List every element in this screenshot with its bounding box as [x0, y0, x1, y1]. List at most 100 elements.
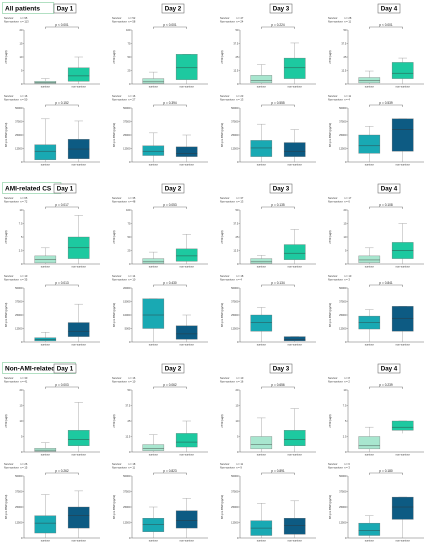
s3-d2-bnp-y-tick-label: 50000	[123, 474, 131, 478]
s2-d1-bnp-p-value: p = 0.013	[55, 281, 69, 285]
s3-d3-bnp-box-non-survivor	[283, 518, 306, 535]
s3-d4-ctni-y-tick-label: 10	[344, 388, 347, 392]
s3-d2-bnp-box-survivor	[142, 518, 165, 532]
s2-d2-bnp-y-tick-label: 20000	[123, 286, 131, 290]
s2-d3-ctni-legend-survivor: Survivor	[220, 196, 230, 200]
s2-d1-ctni-p-bracket	[45, 206, 79, 209]
s1-d4-ctni-y-tick-label: 25	[344, 55, 347, 59]
s3-d2-ctni-y-tick-label: 0	[129, 450, 131, 454]
s3-d1-ctni-p-value: p = 0.003	[55, 383, 69, 387]
s2-d1-bnp-count-survivor: n = 10	[20, 274, 28, 278]
day-label: Day 4	[381, 186, 398, 193]
s3-d2-ctni-legend-survivor: Survivor	[112, 376, 122, 380]
s2-d3-ctni-y-tick-label: 37.5	[233, 221, 239, 225]
s2-d2-bnp-legend-nonsurvivor: Non-survivor	[112, 277, 127, 281]
s3-d3-ctni-y-label: cTNI (ug/l)	[220, 414, 224, 427]
s2-d2-ctni-y-tick-label: 100	[126, 208, 131, 212]
s3-d1-ctni-x-tick-label: non-survivor	[72, 453, 86, 457]
day-label: Day 1	[57, 186, 74, 193]
s2-d1-bnp-p-bracket	[45, 284, 79, 287]
day-label-box	[377, 3, 401, 14]
s3-d3-bnp-y-tick-label: 37500	[231, 489, 239, 493]
s1-d1-ctni-y-tick-label: 0	[21, 82, 23, 86]
s2-d3-ctni-y-tick-label: 0	[237, 262, 239, 266]
s2-d3-bnp-count-nonsurvivor: n = 4	[236, 277, 242, 281]
s3-d2-bnp-legend-survivor: Survivor	[112, 462, 122, 466]
s1-d2-bnp-count-survivor: n = 16	[128, 94, 136, 98]
s3-d4-ctni-box-non-survivor	[391, 420, 414, 431]
s2-d1-bnp-y-tick-label: 12500	[15, 326, 23, 330]
s2-d1-bnp-legend-nonsurvivor: Non-survivor	[4, 277, 19, 281]
s3-d4-ctni-count-nonsurvivor: n = 2	[344, 379, 350, 383]
s2-d4-ctni-y-tick-label: 5	[345, 248, 347, 252]
s2-d3-ctni-box-non-survivor	[283, 244, 306, 260]
s2-d3-bnp-box-survivor	[250, 314, 273, 332]
s1-d3-ctni-p-value: p = 0.224	[271, 23, 285, 27]
s2-d2-ctni-legend-survivor: Survivor	[112, 196, 122, 200]
s2-d3-bnp-y-tick-label: 50000	[231, 286, 239, 290]
s3-d3-bnp-y-tick-label: 25000	[231, 505, 239, 509]
s1-d4-ctni-legend-nonsurvivor: Non-survivor	[328, 19, 343, 23]
s3-d4-ctni-x-tick-label: survivor	[365, 453, 374, 457]
s2-d1-ctni-y-tick-label: 2.5	[19, 248, 23, 252]
s1-d3-ctni-legend-survivor: Survivor	[220, 16, 230, 20]
s1-d2-ctni-p-bracket	[153, 26, 187, 29]
s1-d4-bnp-x-tick-label: survivor	[365, 163, 374, 167]
day-label: Day 3	[273, 186, 290, 193]
s1-d4-bnp-count-nonsurvivor: n = 4	[344, 97, 350, 101]
s3-d1-bnp-y-label: NT-pro BNP (pg/ml)	[4, 495, 8, 520]
s1-d3-bnp-y-label: NT-pro BNP (pg/ml)	[220, 123, 224, 148]
s1-d3-ctni-x-tick-label: non-survivor	[288, 85, 302, 89]
s3-d1-ctni-legend-nonsurvivor: Non-survivor	[4, 379, 19, 383]
s3-d4-bnp-count-nonsurvivor: n = 3	[344, 465, 350, 469]
s1-d3-ctni-count-survivor: n = 47	[236, 16, 244, 20]
s1-d1-bnp-y-tick-label: 0	[21, 160, 23, 164]
s3-d2-bnp-y-tick-label: 37500	[123, 489, 131, 493]
s3-d2-bnp-count-survivor: n = 18	[128, 462, 136, 466]
s2-d2-ctni-count-survivor: n = 35	[128, 196, 136, 200]
s3-d1-bnp-legend-nonsurvivor: Non-survivor	[4, 465, 19, 469]
s3-d2-ctni-legend-nonsurvivor: Non-survivor	[112, 379, 127, 383]
s3-d2-bnp-p-bracket	[153, 472, 187, 475]
s3-d3-bnp-count-nonsurvivor: n = 9	[236, 465, 242, 469]
day-label: Day 3	[273, 6, 290, 13]
s1-d1-bnp-p-value: p = 0.152	[55, 101, 69, 105]
s2-d2-bnp-y-tick-label: 5000	[125, 326, 131, 330]
s2-d3-ctni-x-tick-label: survivor	[257, 265, 266, 269]
s2-d2-bnp-legend-survivor: Survivor	[112, 274, 122, 278]
s1-d1-bnp-y-tick-label: 50000	[15, 106, 23, 110]
s2-d1-bnp-count-nonsurvivor: n = 35	[20, 277, 28, 281]
s3-d3-ctni-box-survivor	[250, 436, 273, 450]
s3-d3-ctni-count-nonsurvivor: n = 16	[236, 379, 244, 383]
s1-d4-bnp-y-tick-label: 0	[345, 160, 347, 164]
s1-d1-ctni-x-tick-label: survivor	[41, 85, 50, 89]
s2-d3-bnp-y-tick-label: 37500	[231, 299, 239, 303]
s1-d1-ctni-y-label: cTNI (ug/l)	[4, 50, 8, 63]
s3-d1-bnp-box-survivor	[34, 515, 57, 534]
s2-d1-ctni-legend-nonsurvivor: Non-survivor	[4, 199, 19, 203]
s3-d4-bnp-y-tick-label: 50000	[339, 474, 347, 478]
s1-d3-ctni-p-bracket	[261, 26, 295, 29]
s3-d2-bnp-y-tick-label: 0	[129, 536, 131, 540]
s1-d4-ctni-count-survivor: n = 28	[344, 16, 352, 20]
s1-d3-bnp-y-tick-label: 25000	[231, 133, 239, 137]
s1-d1-ctni-legend-survivor: Survivor	[4, 16, 14, 20]
s2-d4-bnp-p-bracket	[369, 284, 403, 287]
day-label: Day 4	[381, 6, 398, 13]
s1-d4-ctni-legend-survivor: Survivor	[328, 16, 338, 20]
s1-d3-ctni-y-tick-label: 0	[237, 82, 239, 86]
s3-d2-ctni-count-nonsurvivor: n = 10	[128, 379, 136, 383]
s2-d2-ctni-y-tick-label: 0	[129, 262, 131, 266]
s3-d1-ctni-y-tick-label: 0	[21, 450, 23, 454]
s2-d2-bnp-y-tick-label: 15000	[123, 299, 131, 303]
day-label-box	[377, 363, 401, 374]
s1-d2-bnp-box-survivor	[142, 145, 165, 156]
s1-d2-bnp-x-tick-label: non-survivor	[180, 163, 194, 167]
s3-d1-ctni-box-survivor	[34, 448, 57, 452]
s2-d1-ctni-y-label: cTNI (ug/l)	[4, 230, 8, 243]
s3-d2-bnp-y-tick-label: 12500	[123, 520, 131, 524]
s3-d2-ctni-box-non-survivor	[175, 433, 198, 448]
s2-d3-ctni-count-survivor: n = 37	[236, 196, 244, 200]
s3-d4-bnp-x-tick-label: survivor	[365, 539, 374, 543]
s1-d2-ctni-box-survivor	[142, 78, 165, 84]
